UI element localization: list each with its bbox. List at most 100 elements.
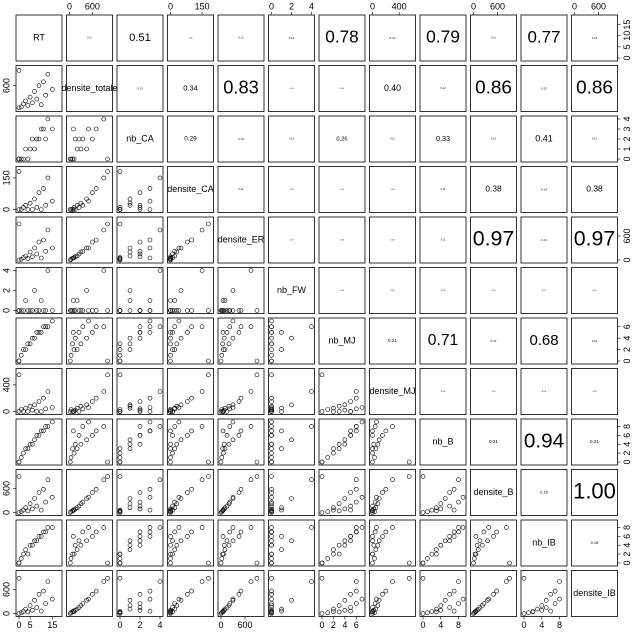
point [117,611,123,616]
point [93,308,99,313]
panel-frame [318,368,366,415]
point [376,437,382,443]
point [43,406,48,412]
panel-frame [520,115,568,163]
y-tick-label: 0 [622,560,632,565]
x-tick-label: 0 [218,620,223,630]
y-tick-label: 0 [622,459,632,464]
point [420,575,426,581]
point [336,609,342,615]
panel-frame [268,570,315,617]
correlation-label: 0.14 [541,187,547,191]
point [348,490,353,495]
point [147,186,153,191]
y-tick-label: 2 [1,288,11,293]
point [236,399,242,404]
panel-frame [116,267,164,314]
point [221,506,227,512]
panel-frame [15,14,63,62]
point [380,534,385,539]
point [50,308,55,313]
correlation-label: 0.12 [238,187,244,191]
point [331,507,336,513]
point [507,560,512,566]
point [27,441,33,447]
point [45,389,51,394]
point [71,608,76,614]
point [438,506,444,512]
point [147,324,153,330]
point [425,610,430,616]
point [168,560,173,566]
point [548,608,553,614]
point [374,419,379,425]
point [383,588,389,594]
point [174,249,180,255]
panel-frame [419,418,467,466]
point [174,341,180,347]
point [137,406,143,412]
point [220,330,226,335]
point [23,606,28,612]
point [543,597,549,603]
point [185,399,190,404]
point [248,525,254,530]
x-tick-label: 0 [67,1,72,11]
point [93,486,99,492]
point [36,308,42,313]
point [147,237,153,243]
point [127,196,133,202]
correlation-label: 0.13 [238,137,244,141]
correlation-label: 0.11 [441,188,446,191]
point [168,255,173,261]
point [406,474,412,479]
point [226,542,232,548]
point [491,534,496,539]
point [18,104,24,110]
point [331,547,336,552]
point [206,560,211,566]
point [127,542,133,548]
point [230,437,236,443]
correlation-label: 0.40 [384,83,401,93]
point [319,459,325,465]
point [248,579,254,584]
point [67,409,73,414]
correlation-label: 0.21 [388,338,397,343]
x-tick-label: 600 [237,620,252,630]
point [137,251,143,257]
point [170,551,175,557]
point [105,169,110,174]
point [336,551,342,557]
point [147,245,153,251]
point [86,494,91,500]
point [34,409,40,414]
correlation-label: 0.09 [492,391,497,393]
point [189,308,194,313]
point [16,575,22,581]
point [420,611,426,616]
point [218,560,224,566]
point [370,611,375,616]
point [535,606,540,612]
point [105,358,110,364]
point [71,428,76,434]
point [16,156,22,162]
point [43,529,48,535]
point [41,428,46,434]
point [220,308,225,313]
panel-frame [470,368,517,415]
panel-frame [116,216,164,264]
point [319,575,325,581]
point [27,341,33,347]
panel-frame [520,166,568,213]
panel-frame [470,317,517,365]
point [23,98,28,104]
correlation-label: 0.14 [491,339,497,343]
point [438,603,444,608]
point [68,352,74,358]
point [557,579,562,584]
point [460,494,466,500]
point [168,446,173,451]
point [238,529,244,535]
